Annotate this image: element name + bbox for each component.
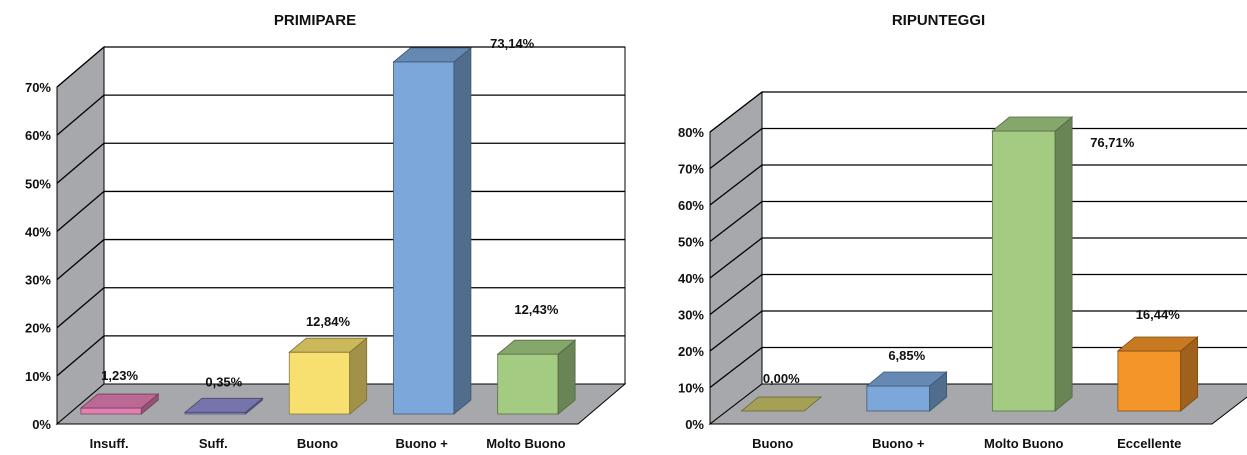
data-label: 1,23% — [101, 368, 138, 383]
y-tick-label: 40% — [678, 271, 704, 286]
bar-top — [79, 393, 160, 409]
y-tick-label: 30% — [25, 273, 51, 288]
gridline — [709, 346, 1247, 389]
y-tick-label: 70% — [678, 162, 704, 177]
bar-top — [183, 397, 264, 413]
y-tick-label: 70% — [25, 80, 51, 95]
data-label: 16,44% — [1136, 307, 1181, 322]
y-tick-label: 20% — [25, 321, 51, 336]
y-tick-label: 0% — [685, 417, 704, 432]
bar-front — [991, 130, 1056, 412]
y-tick-label: 60% — [678, 198, 704, 213]
bar-side — [1054, 116, 1073, 412]
data-label: 6,85% — [888, 348, 925, 363]
chart-title: PRIMIPARE — [273, 12, 357, 29]
y-tick-label: 50% — [25, 176, 51, 191]
x-tick-label: Buono — [297, 436, 338, 451]
bar-front — [393, 61, 455, 415]
y-tick-label: 10% — [25, 369, 51, 384]
y-tick-label: 20% — [678, 344, 704, 359]
x-tick-label: Molto Buono — [486, 436, 565, 451]
x-tick-label: Buono + — [396, 436, 449, 451]
gridline — [56, 46, 625, 88]
bar-front — [866, 385, 931, 412]
back-wall — [103, 46, 626, 385]
data-label: 0,35% — [205, 374, 242, 389]
x-tick-label: Insuff. — [90, 436, 129, 451]
chart-ripunteggi: RIPUNTEGGI 0% 10% 20% 30% 40% 50% 60% 70% 80% 0,0… — [630, 0, 1247, 455]
gridline — [709, 273, 1247, 316]
data-label: 73,14% — [490, 36, 535, 51]
chart-primipare: PRIMIPARE 0% 10% 20% 30% 40% 50% 60% 70% 1,23% In… — [25, 12, 627, 451]
data-label: 12,84% — [306, 314, 351, 329]
gridline — [709, 127, 1247, 170]
gridline — [709, 200, 1247, 243]
bar-top — [496, 339, 577, 355]
side-wall — [56, 45, 105, 426]
bar-front — [80, 407, 142, 415]
x-tick-label: Buono — [752, 436, 793, 451]
bar-front — [1117, 350, 1182, 412]
y-tick-label: 50% — [678, 235, 704, 250]
y-tick-label: 0% — [32, 417, 51, 432]
data-label: 76,71% — [1090, 135, 1135, 150]
gridline — [709, 310, 1247, 352]
x-tick-label: Molto Buono — [984, 436, 1063, 451]
bar-top — [1116, 336, 1199, 352]
x-tick-label: Suff. — [199, 436, 228, 451]
bar-top — [740, 396, 823, 412]
gridline — [709, 91, 1247, 133]
x-tick-label: Eccellente — [1117, 436, 1181, 451]
y-tick-label: 10% — [678, 381, 704, 396]
chart-ripunteggi-plot: 0% 10% 20% 30% 40% 50% 60% 70% 80% 0,00% Buono 6,85… — [678, 90, 1247, 451]
bar-front — [288, 351, 351, 415]
bar-top — [288, 337, 368, 353]
y-tick-label: 30% — [678, 308, 704, 323]
bar-front — [497, 353, 559, 415]
y-tick-label: 80% — [678, 125, 704, 140]
gridline — [709, 237, 1247, 279]
bar-top — [991, 116, 1074, 132]
y-tick-label: 60% — [25, 128, 51, 143]
chart-primipare-plot: 0% 10% 20% 30% 40% 50% 60% 70% 1,23% Insuff. 0,35%… — [25, 36, 627, 451]
bar-top — [392, 47, 473, 63]
gridline — [709, 164, 1247, 206]
bar-top — [865, 371, 948, 387]
data-label: 0,00% — [763, 371, 800, 386]
bar-side — [453, 47, 472, 415]
floor — [708, 383, 1247, 425]
y-tick-label: 40% — [25, 224, 51, 239]
chart-title: RIPUNTEGGI — [891, 12, 986, 29]
data-label: 12,43% — [514, 302, 559, 317]
x-tick-label: Buono + — [872, 436, 925, 451]
